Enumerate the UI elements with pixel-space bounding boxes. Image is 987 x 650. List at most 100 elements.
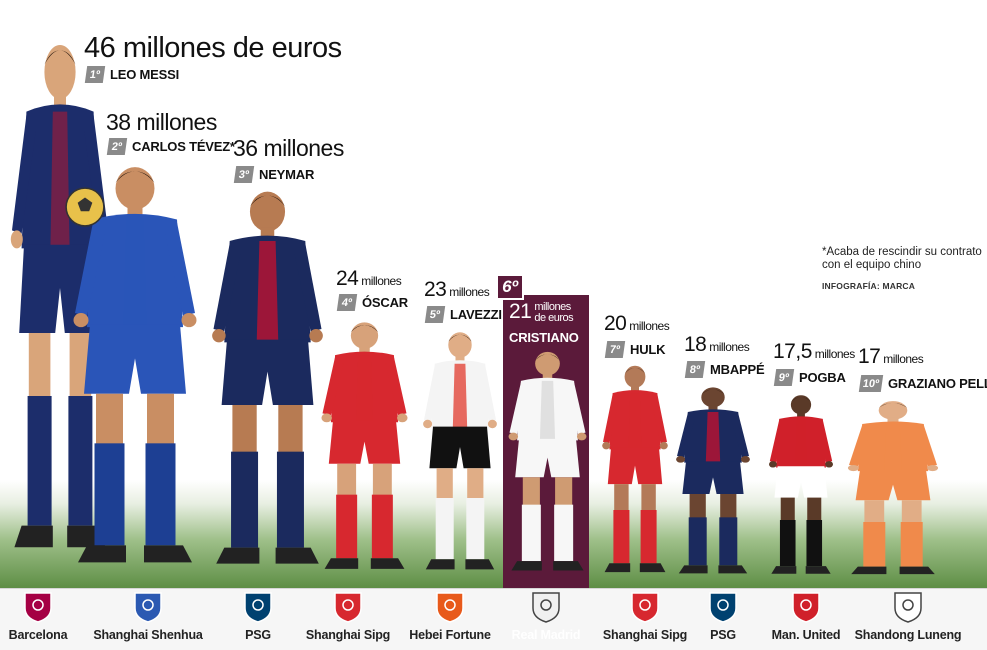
- player-shirt-stripe: [628, 393, 642, 450]
- player-neck: [542, 373, 553, 380]
- player-boot-right: [899, 566, 935, 575]
- player-figure: [838, 398, 948, 584]
- player-sock-right: [371, 494, 393, 559]
- club-item: PSG: [198, 590, 318, 642]
- player-hair: [350, 325, 379, 333]
- player-arm-left: [424, 365, 442, 422]
- club-crest-icon: [789, 590, 823, 624]
- player-name: NEYMAR: [259, 167, 315, 182]
- player-leg-right: [901, 500, 922, 526]
- player-sock-right: [640, 510, 657, 564]
- player-hair: [701, 389, 725, 395]
- player-leg-right: [641, 484, 656, 514]
- player-head: [701, 387, 725, 408]
- player-name: POGBA: [799, 370, 846, 385]
- rank-badge: 9º: [773, 369, 795, 386]
- club-crest-icon: [331, 590, 365, 624]
- player-leg-left: [780, 497, 795, 524]
- player-sock-left: [613, 510, 630, 564]
- player-boot-left: [771, 566, 797, 574]
- club-item: Real Madrid: [486, 590, 606, 642]
- player-head: [624, 365, 646, 388]
- amount-lavezzi: 23 millones: [424, 278, 490, 301]
- player-hair: [624, 367, 646, 374]
- player-leg-right: [467, 468, 484, 503]
- club-crest-icon: [131, 590, 165, 624]
- player-leg-right: [555, 477, 573, 509]
- player-sock-left: [27, 396, 52, 526]
- player-shirt-stripe: [356, 355, 373, 423]
- player-shirt-stripe: [256, 241, 279, 343]
- player-leg-right: [720, 494, 737, 521]
- label-pogba: 9º POGBA: [773, 369, 846, 386]
- player-figure: [312, 318, 417, 583]
- club-crest-icon: [21, 590, 55, 624]
- player-shorts: [429, 426, 491, 469]
- club-item: PSG: [663, 590, 783, 642]
- player-hair: [115, 171, 155, 183]
- player-boot-right: [805, 566, 831, 574]
- rank-badge: 5º: [424, 306, 446, 323]
- player-boot-right: [718, 565, 748, 574]
- rank-badge: 7º: [604, 341, 626, 358]
- amount-cristiano: 21 millones de euros: [509, 300, 574, 324]
- club-name: Man. United: [771, 628, 841, 642]
- label-pelle: 10º GRAZIANO PELLÉ: [858, 375, 987, 392]
- player-hair: [44, 50, 76, 65]
- player-sock-right: [68, 396, 93, 526]
- player-sock-right: [719, 517, 738, 566]
- amount-pelle: 17 millones: [858, 345, 924, 368]
- amount-mbappe: 18 millones: [684, 333, 750, 356]
- rank-badge: 8º: [684, 361, 706, 378]
- player-figure: [500, 348, 595, 583]
- credit: INFOGRAFÍA: MARCA: [822, 281, 916, 291]
- club-crest-icon: [433, 590, 467, 624]
- player-leg-left: [232, 405, 257, 459]
- player-shorts: [84, 324, 186, 394]
- club-item: Shanghai Sipg: [288, 590, 408, 642]
- player-arm-right: [478, 365, 496, 422]
- player-neck: [887, 417, 899, 423]
- player-sock-left: [863, 522, 886, 567]
- player-arm-right: [385, 356, 407, 416]
- football-icon: [64, 186, 106, 228]
- player-arm-left: [75, 222, 105, 316]
- club-item: Shandong Luneng: [848, 590, 968, 642]
- player-arm-left: [12, 115, 36, 234]
- player-figure: [668, 384, 758, 584]
- player-shirt-stripe: [705, 412, 721, 463]
- club-item: Man. United: [746, 590, 866, 642]
- player-head: [790, 395, 812, 415]
- player-arm-right: [294, 243, 322, 332]
- player-shirt-stripe: [794, 418, 808, 468]
- club-crest-icon: [628, 590, 662, 624]
- player-boot-left: [324, 558, 359, 569]
- player-name: ÓSCAR: [362, 295, 408, 310]
- player-neck: [631, 385, 639, 392]
- player-leg-left: [96, 393, 123, 451]
- player-leg-left: [689, 494, 706, 521]
- player-name: LEO MESSI: [110, 67, 179, 82]
- rank-badge: 4º: [336, 294, 358, 311]
- player-sock-right: [806, 520, 823, 567]
- player-boot-left: [14, 525, 53, 548]
- player-boot-right: [370, 558, 405, 569]
- player-boot-right: [553, 561, 584, 571]
- player-name: CRISTIANO: [509, 330, 579, 345]
- player-boot-left: [851, 566, 887, 575]
- player-leg-right: [278, 405, 303, 459]
- club-name: Hebei Fortune: [409, 628, 491, 642]
- player-shirt-stripe: [884, 424, 902, 472]
- player-head: [249, 191, 286, 232]
- label-tevez: 2º CARLOS TÉVEZ*: [106, 138, 235, 155]
- player-shorts: [607, 447, 663, 485]
- player-neck: [797, 412, 805, 418]
- player-hair: [249, 195, 286, 207]
- player-leg-right: [372, 463, 392, 500]
- player-boot-left: [604, 563, 631, 573]
- club-crest-icon: [241, 590, 275, 624]
- player-arm-right: [816, 420, 833, 463]
- amount-neymar: 36 millones: [233, 135, 344, 161]
- label-cristiano: CRISTIANO: [509, 330, 579, 345]
- player-boot-right: [639, 563, 666, 573]
